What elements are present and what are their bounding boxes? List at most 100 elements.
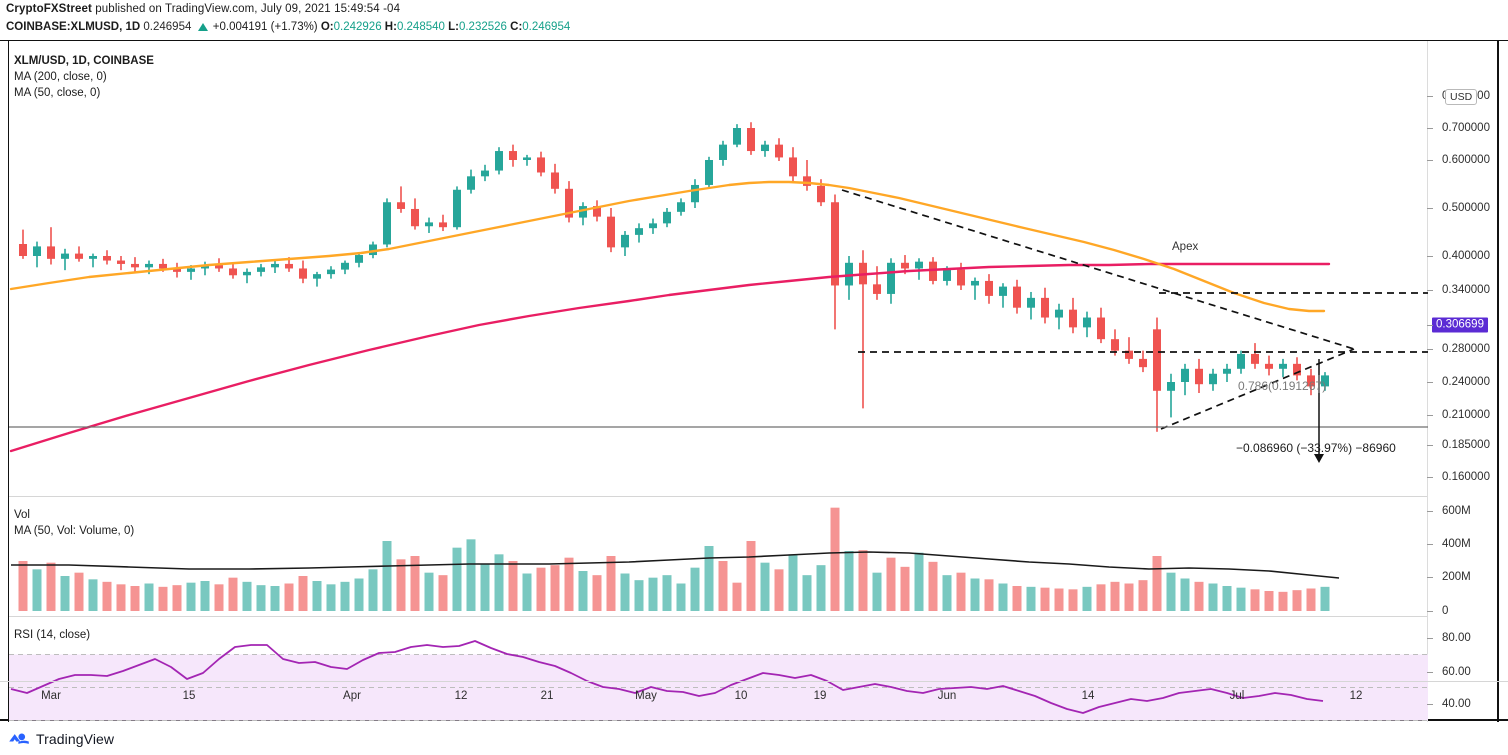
candle — [579, 202, 587, 226]
candle — [1279, 358, 1287, 378]
axis-tick — [1427, 208, 1433, 209]
candle — [803, 160, 811, 191]
quote-line: COINBASE:XLMUSD, 1D 0.246954 +0.004191 (… — [6, 21, 570, 33]
volume-bar — [1292, 590, 1302, 611]
volume-bar — [1320, 586, 1330, 611]
candle — [509, 144, 517, 167]
candle — [677, 198, 685, 216]
high-label: H: — [384, 21, 397, 33]
volume-bar — [760, 562, 770, 611]
price-axis-label-5: 0.340000 — [1442, 284, 1490, 296]
volume-bar — [788, 554, 798, 611]
volume-bar — [662, 575, 672, 611]
price-plot[interactable] — [9, 41, 1428, 496]
candle — [999, 283, 1007, 308]
candle — [1223, 363, 1231, 382]
candle — [1181, 363, 1189, 396]
volume-bar — [354, 578, 364, 611]
volume-bar — [46, 562, 56, 611]
candle — [1083, 311, 1091, 338]
candle — [747, 122, 755, 155]
lower-trendline — [1160, 348, 1355, 430]
volume-bar — [536, 567, 546, 611]
price-axis-label-8: 0.210000 — [1442, 409, 1490, 421]
candle — [1069, 297, 1077, 334]
volume-bar — [914, 552, 924, 611]
rsi-line — [10, 640, 1324, 714]
close-value: 0.246954 — [522, 21, 571, 33]
volume-bar — [438, 575, 448, 611]
axis-tick — [1427, 160, 1433, 161]
candle — [649, 218, 657, 234]
tradingview-logo-icon — [8, 731, 30, 747]
candle — [173, 262, 181, 278]
candle — [1027, 291, 1035, 320]
candle — [915, 258, 923, 280]
axis-tick — [1427, 672, 1433, 673]
volume-bar — [872, 572, 882, 611]
volume-bar — [256, 585, 266, 611]
rsi-axis-label-2: 40.00 — [1442, 698, 1471, 710]
volume-bar — [718, 561, 728, 611]
candle — [887, 258, 895, 304]
rsi-plot[interactable] — [9, 616, 1428, 722]
candle — [131, 257, 139, 273]
candle — [1013, 279, 1021, 314]
candle — [103, 250, 111, 265]
volume-bar — [704, 546, 714, 611]
volume-bar — [452, 547, 462, 611]
candle — [1237, 350, 1245, 374]
rsi-pane[interactable] — [8, 616, 1428, 722]
volume-bar — [1138, 580, 1148, 611]
volume-bar — [522, 573, 532, 611]
candle — [621, 231, 629, 256]
volume-bar — [494, 554, 504, 611]
volume-pane[interactable] — [8, 496, 1427, 616]
price-axis-divider — [1427, 41, 1428, 722]
candle — [845, 256, 853, 300]
candle — [453, 186, 461, 230]
attribution-line: CryptoFXStreet published on TradingView.… — [6, 3, 400, 15]
axis-tick — [1427, 96, 1433, 97]
candle — [1167, 373, 1175, 418]
candle — [327, 266, 335, 279]
change-absolute: +0.004191 — [212, 21, 268, 33]
candle — [201, 261, 209, 276]
volume-axis-label-3: 0 — [1442, 605, 1449, 617]
axis-tick — [1427, 290, 1433, 291]
volume-plot[interactable] — [9, 496, 1428, 616]
candle — [1195, 358, 1203, 393]
candle — [1265, 355, 1273, 376]
price-volume-separator — [8, 496, 1427, 497]
volume-bar — [1152, 556, 1162, 611]
symbol-label: COINBASE:XLMUSD, 1D — [6, 21, 141, 33]
volume-bar — [830, 507, 840, 611]
candle — [271, 260, 279, 273]
brand-name: TradingView — [36, 731, 115, 747]
candle — [117, 256, 125, 271]
axis-tick — [1427, 638, 1433, 639]
price-axis-label-6: 0.280000 — [1442, 343, 1490, 355]
axis-tick — [1427, 349, 1433, 350]
volume-bar — [648, 577, 658, 611]
volume-bar — [312, 581, 322, 611]
candle — [523, 154, 531, 166]
candle — [719, 140, 727, 166]
candle — [75, 246, 83, 262]
chart-frame[interactable]: XLM/USD, 1D, COINBASE MA (200, close, 0)… — [0, 40, 1508, 722]
price-pane[interactable] — [8, 41, 1428, 496]
time-axis[interactable]: Mar 15 Apr 12 21 May 10 19 Jun 14 Jul 12 — [0, 681, 1508, 721]
time-axis-label-7: 19 — [813, 690, 827, 702]
chart-right-border — [1497, 41, 1499, 722]
time-axis-label-8: Jun — [937, 690, 957, 702]
candle — [89, 253, 97, 268]
axis-tick — [1427, 256, 1433, 257]
volume-bar — [816, 565, 826, 611]
volume-bar — [592, 575, 602, 611]
volume-bar — [606, 556, 616, 611]
low-value: 0.232526 — [458, 21, 507, 33]
high-value: 0.248540 — [396, 21, 445, 33]
volume-axis-label-0: 600M — [1442, 505, 1471, 517]
measure-label: −0.086960 (−33.97%) −86960 — [1236, 441, 1396, 455]
volume-bar — [186, 582, 196, 611]
